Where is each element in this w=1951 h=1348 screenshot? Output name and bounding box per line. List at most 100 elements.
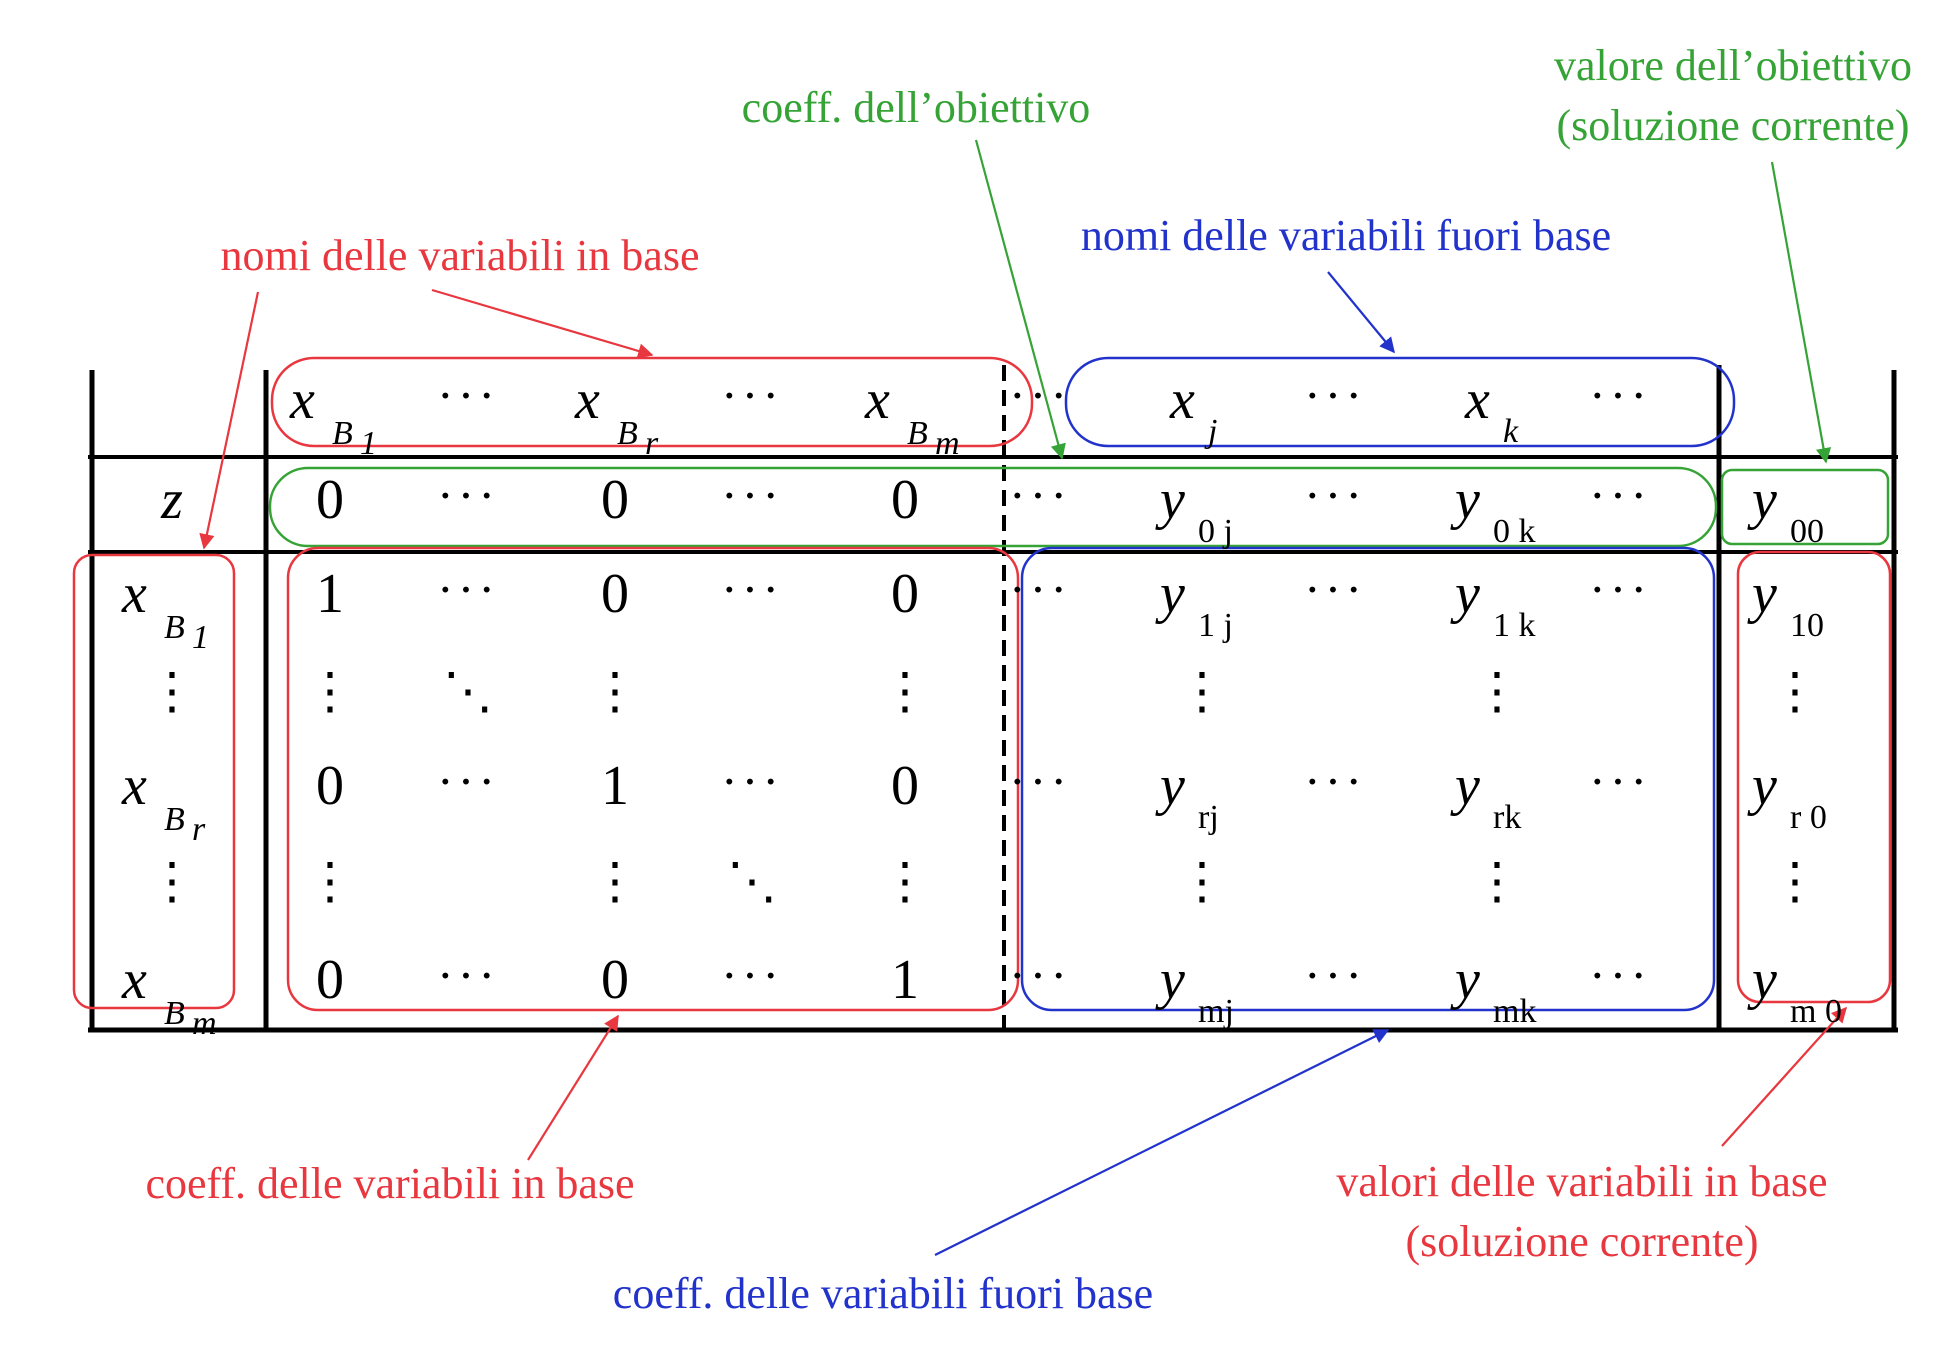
- vdots-row-2-ddots: ⋱: [727, 853, 777, 909]
- row-1-nonbasic-hdots-1: ···: [1009, 561, 1071, 617]
- objective-row-label: z: [160, 469, 183, 531]
- objective-basic-coeff-2: 0: [601, 469, 629, 531]
- vdots-row-1-basic-2: ⋮: [590, 663, 640, 719]
- row-1-nonbasic-coeff-2-symbol: y: [1450, 563, 1480, 625]
- arrow-objective-coeff: [974, 139, 1066, 460]
- header-basic-var-1-subsub: 1: [360, 425, 377, 462]
- arrow-nonbasic-names: [1327, 271, 1395, 354]
- row-1-basis-label-sub-B: B: [164, 609, 185, 646]
- header-basic-var-1-symbol: x: [289, 369, 315, 431]
- highlight-boxes: [72, 356, 1892, 1012]
- basic-values-box: [1736, 550, 1892, 1004]
- row-1-basic-coeff-2: 0: [601, 563, 629, 625]
- basic-coeff-box: [286, 546, 1020, 1012]
- objective-nonbasic-coeff-1-symbol: y: [1155, 469, 1185, 531]
- vdots-row-2-basic-3: ⋮: [880, 853, 930, 909]
- vdots-row-2-basis: ⋮: [147, 853, 197, 909]
- row-1-basic-hdots-2: ···: [721, 561, 783, 617]
- row-3-nonbasic-coeff-1-sub: mj: [1198, 993, 1234, 1030]
- label-objective-value-line2: (soluzione corrente): [1556, 101, 1909, 150]
- row-1-basic-coeff-1: 1: [316, 563, 344, 625]
- label-basic-coeff: coeff. delle variabili in base: [145, 1159, 634, 1208]
- label-nonbasic-names: nomi delle variabili fuori base: [1081, 211, 1611, 260]
- row-3-basic-coeff-3: 1: [891, 949, 919, 1011]
- header-sep-hdots: ···: [1009, 367, 1071, 423]
- header-basic-var-3-sub-B: B: [907, 415, 928, 452]
- row-2-nonbasic-coeff-2-symbol: y: [1450, 755, 1480, 817]
- objective-value-box: [1720, 468, 1890, 546]
- row-3-basic-hdots-2: ···: [721, 947, 783, 1003]
- nonbasic-names-box: [1064, 356, 1736, 448]
- row-3-basis-label-subsub: m: [192, 1005, 217, 1042]
- header-basic-var-2-symbol: x: [574, 369, 600, 431]
- table-grid: [88, 365, 1898, 1033]
- vdots-row-2-basic-2: ⋮: [590, 853, 640, 909]
- annotation-labels: coeff. dell’obiettivo valore dell’obiett…: [145, 41, 1912, 1318]
- header-nonbasic-var-2-sub: k: [1503, 413, 1519, 450]
- callout-arrows: [199, 139, 1848, 1256]
- objective-basic-hdots-1: ···: [437, 467, 499, 523]
- arrow-objective-value: [1770, 161, 1832, 464]
- row-2-basic-coeff-2: 1: [601, 755, 629, 817]
- header-nonbasic-hdots-2: ···: [1589, 367, 1651, 423]
- row-2-basis-label-subsub: r: [192, 811, 206, 848]
- row-2-basic-coeff-1: 0: [316, 755, 344, 817]
- row-1-nonbasic-hdots-3: ···: [1589, 561, 1651, 617]
- row-1-basic-hdots-1: ···: [437, 561, 499, 617]
- basis-labels-box: [72, 553, 236, 1010]
- row-2-rhs-value-sub: r 0: [1790, 799, 1827, 836]
- objective-basic-coeff-1: 0: [316, 469, 344, 531]
- vdots-row-1-rhs: ⋮: [1770, 663, 1820, 719]
- row-3-nonbasic-coeff-2-symbol: y: [1450, 949, 1480, 1011]
- header-basic-var-3-symbol: x: [864, 369, 890, 431]
- header-basic-var-3-subsub: m: [935, 425, 960, 462]
- row-3-nonbasic-coeff-1-symbol: y: [1155, 949, 1185, 1011]
- row-2-nonbasic-coeff-1-symbol: y: [1155, 755, 1185, 817]
- row-2-nonbasic-hdots-2: ···: [1304, 753, 1366, 809]
- row-3-basic-hdots-1: ···: [437, 947, 499, 1003]
- arrow-basic-names: [431, 288, 654, 359]
- row-2-basic-coeff-3: 0: [891, 755, 919, 817]
- row-1-basis-label-subsub: 1: [192, 619, 209, 656]
- row-1-rhs-value-symbol: y: [1747, 563, 1777, 625]
- nonbasic-coeff-box: [1020, 546, 1716, 1012]
- row-2-nonbasic-coeff-2-sub: rk: [1493, 799, 1521, 836]
- row-2-nonbasic-coeff-1-sub: rj: [1198, 799, 1219, 836]
- row-3-nonbasic-hdots-2: ···: [1304, 947, 1366, 1003]
- row-3-rhs-value-sub: m 0: [1790, 993, 1842, 1030]
- row-3-basic-coeff-2: 0: [601, 949, 629, 1011]
- header-nonbasic-var-1-symbol: x: [1169, 369, 1195, 431]
- objective-nonbasic-coeff-2-sub: 0 k: [1493, 513, 1536, 550]
- row-1-basis-label-symbol: x: [121, 563, 147, 625]
- objective-nonbasic-hdots-2: ···: [1304, 467, 1366, 523]
- arrow-basis-labels: [199, 291, 260, 550]
- row-1-basic-coeff-3: 0: [891, 563, 919, 625]
- row-3-nonbasic-coeff-2-sub: mk: [1493, 993, 1536, 1030]
- vdots-row-1-nonbasic-1: ⋮: [1177, 663, 1227, 719]
- header-nonbasic-var-1-sub: j: [1204, 413, 1217, 450]
- label-objective-coeff: coeff. dell’obiettivo: [742, 83, 1091, 132]
- label-basic-values-line1: valori delle variabili in base: [1336, 1157, 1827, 1206]
- label-basic-names: nomi delle variabili in base: [221, 231, 700, 280]
- arrow-nonbasic-coeff: [934, 1029, 1390, 1256]
- objective-nonbasic-hdots-3: ···: [1589, 467, 1651, 523]
- header-basic-var-1-sub-B: B: [332, 415, 353, 452]
- row-2-basis-label-symbol: x: [121, 755, 147, 817]
- vdots-row-2-nonbasic-2: ⋮: [1472, 853, 1522, 909]
- header-basic-hdots-1: ···: [437, 367, 499, 423]
- header-basic-var-2-subsub: r: [645, 425, 659, 462]
- header-basic-hdots-2: ···: [721, 367, 783, 423]
- vdots-row-1-basic-3: ⋮: [880, 663, 930, 719]
- label-basic-values-line2: (soluzione corrente): [1405, 1217, 1758, 1266]
- row-1-nonbasic-coeff-2-sub: 1 k: [1493, 607, 1536, 644]
- vdots-row-1-basic-1: ⋮: [305, 663, 355, 719]
- row-2-basic-hdots-2: ···: [721, 753, 783, 809]
- row-1-nonbasic-coeff-1-sub: 1 j: [1198, 607, 1233, 644]
- row-3-basis-label-sub-B: B: [164, 995, 185, 1032]
- label-objective-value-line1: valore dell’obiettivo: [1554, 41, 1912, 90]
- row-3-basic-coeff-1: 0: [316, 949, 344, 1011]
- objective-basic-hdots-2: ···: [721, 467, 783, 523]
